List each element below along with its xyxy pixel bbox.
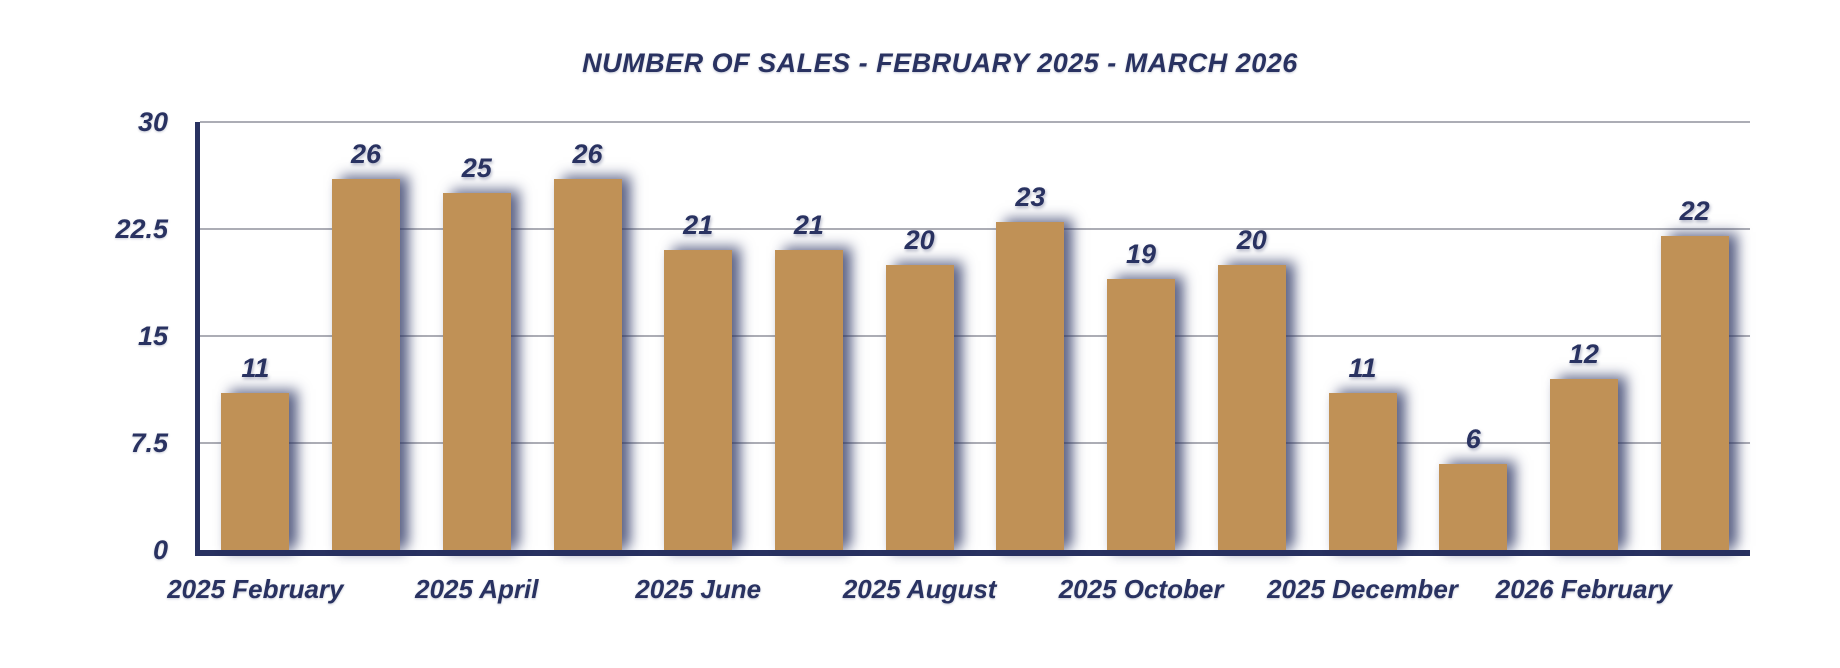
plot-area: 0 7.5 15 22.5 30 11 2025 February 26 25 2025 Apri… <box>115 107 1750 604</box>
bar-2025-december <box>1328 393 1397 550</box>
x-axis-tick-label: 2025 April <box>415 574 539 604</box>
bar-2026-march <box>1660 236 1729 550</box>
gridline-y-30 <box>200 121 1750 123</box>
bar-value-label: 21 <box>793 210 824 241</box>
bar-2025-march <box>332 179 401 550</box>
x-axis-tick-label: 2025 December <box>1267 574 1458 604</box>
bar-value-label: 26 <box>572 139 603 170</box>
bar-2025-october <box>1107 278 1176 550</box>
x-axis-tick-label: 2025 June <box>635 574 762 604</box>
bar-2026-january <box>1439 464 1508 550</box>
bar-value-label: 23 <box>1015 181 1046 212</box>
y-axis-tick-label: 22.5 <box>115 214 168 244</box>
y-axis-tick-label: 7.5 <box>130 428 168 458</box>
bar-2025-february <box>221 393 290 550</box>
bar-value-label: 20 <box>904 224 935 255</box>
bar-2025-june <box>664 250 733 550</box>
bar-value-label: 22 <box>1679 196 1710 227</box>
y-axis-tick-label: 0 <box>152 535 168 565</box>
bar-value-label: 19 <box>1126 238 1157 269</box>
bar-value-label: 25 <box>461 153 492 184</box>
gridline-y-7.5 <box>200 442 1750 444</box>
bar-value-label: 20 <box>1236 224 1267 255</box>
bar-value-label: 26 <box>351 139 382 170</box>
gridline-y-15 <box>200 335 1750 337</box>
gridline-y-22.5 <box>200 228 1750 230</box>
chart-title: NUMBER OF SALES - FEBRUARY 2025 - MARCH … <box>582 48 1298 78</box>
bar-value-label: 21 <box>683 210 714 241</box>
x-axis-tick-label: 2026 February <box>1495 574 1673 604</box>
bar-value-label: 11 <box>1348 353 1377 384</box>
bar-2025-july <box>774 250 843 550</box>
x-axis-tick-label: 2025 February <box>167 574 344 604</box>
x-axis-tick-label: 2025 August <box>842 574 997 604</box>
y-axis-tick-label: 30 <box>137 107 168 137</box>
bar-value-label: 11 <box>241 353 270 384</box>
bar-2025-september <box>996 221 1065 550</box>
x-axis-tick-label: 2025 October <box>1058 574 1224 604</box>
y-axis-tick-label: 15 <box>137 321 168 351</box>
bar-2025-may <box>553 179 622 550</box>
bar-value-label: 12 <box>1568 338 1599 369</box>
bar-2025-november <box>1217 264 1286 550</box>
bar-value-label: 6 <box>1465 424 1481 455</box>
bar-2025-april <box>442 193 511 550</box>
bar-2026-february <box>1549 378 1618 550</box>
bar-2025-august <box>885 264 954 550</box>
